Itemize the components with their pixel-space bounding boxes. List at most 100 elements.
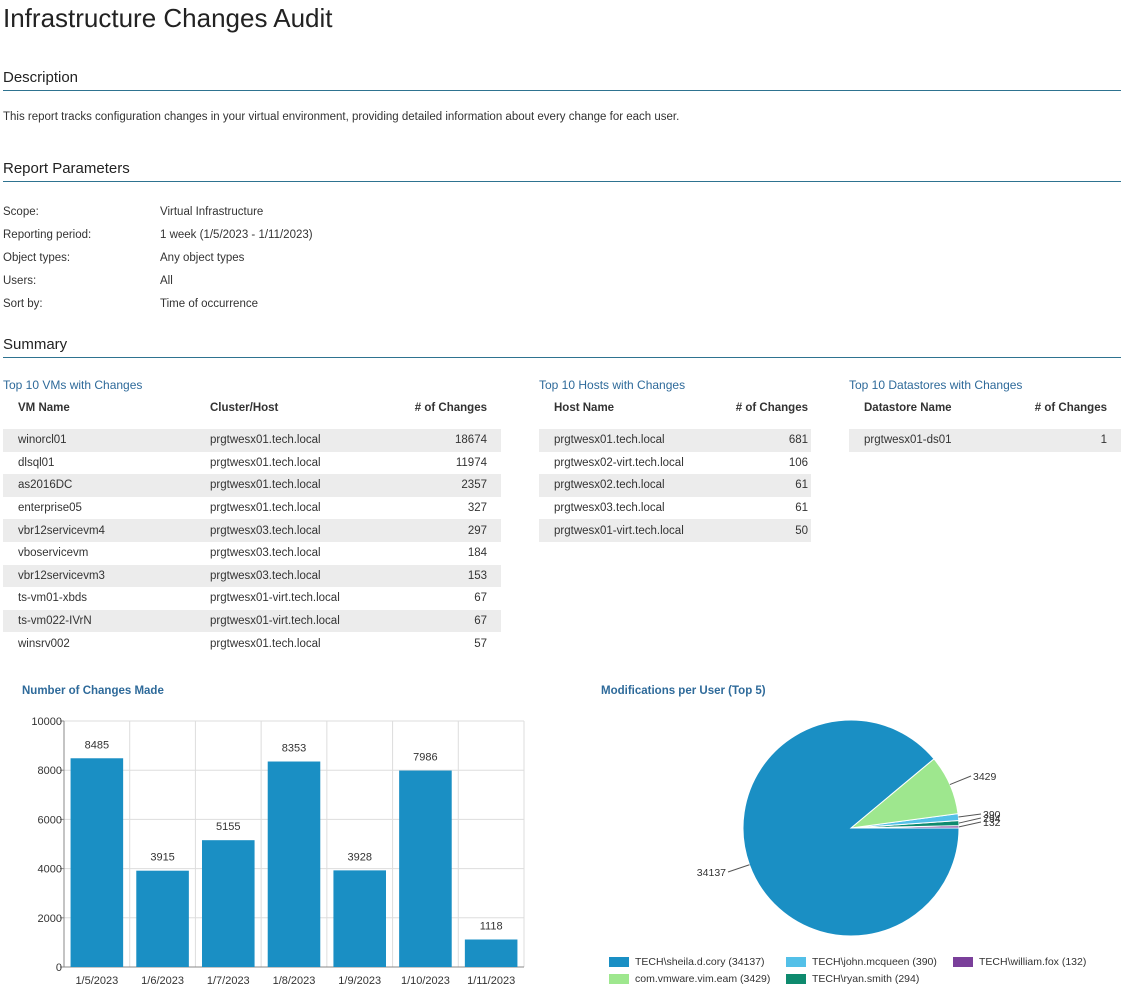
table-cell: vboservicevm (18, 547, 89, 560)
pie-leader-line (958, 817, 982, 824)
table-row: dlsql01 prgtwesx01.tech.local 11974 (3, 452, 501, 475)
param-sort: Sort by: Time of occurrence (3, 292, 313, 315)
table-cell: winsrv002 (18, 637, 70, 650)
legend-swatch (953, 957, 973, 967)
table-cell: 18674 (410, 429, 501, 452)
y-tick-label: 0 (56, 962, 62, 974)
table-cell: 61 (795, 502, 808, 515)
param-value: Any object types (160, 251, 245, 264)
table-cell: 61 (719, 474, 811, 497)
legend-item: TECH\sheila.d.cory (34137) (609, 956, 765, 968)
pie-value-label: 390 (983, 809, 1001, 821)
table-cell: 681 (719, 429, 811, 452)
table-cell: ts-vm01-xbds (18, 592, 88, 605)
legend-label: TECH\ryan.smith (294) (812, 973, 920, 985)
col-cluster-host: Cluster/Host (210, 402, 279, 414)
bar-value-label: 8353 (282, 743, 306, 755)
param-value: Time of occurrence (160, 297, 258, 310)
hosts-table-title: Top 10 Hosts with Changes (539, 378, 686, 392)
table-cell: as2016DC (3, 474, 210, 497)
legend-item: TECH\william.fox (132) (953, 956, 1086, 968)
table-cell: 184 (467, 547, 487, 560)
table-row: prgtwesx02.tech.local 61 (539, 474, 811, 497)
vms-table-title: Top 10 VMs with Changes (3, 378, 143, 392)
x-tick-label: 1/5/2023 (75, 975, 118, 987)
col-changes: # of Changes (414, 402, 487, 414)
bar (333, 870, 386, 967)
table-row: vbr12servicevm4 prgtwesx03.tech.local 297 (3, 519, 501, 542)
table-cell: prgtwesx03.tech.local (210, 519, 410, 542)
table-cell: prgtwesx01-virt.tech.local (210, 609, 410, 633)
x-tick-label: 1/10/2023 (401, 975, 450, 987)
y-tick-label: 6000 (38, 814, 62, 826)
pie-leader-line (958, 813, 982, 818)
param-object-types: Object types: Any object types (3, 247, 313, 270)
x-tick-label: 1/6/2023 (141, 975, 184, 987)
x-tick-label: 1/11/2023 (467, 975, 515, 987)
table-cell: 67 (410, 609, 501, 633)
param-scope: Scope: Virtual Infrastructure (3, 201, 313, 224)
table-cell: prgtwesx01.tech.local (210, 637, 321, 650)
table-cell: 106 (788, 456, 808, 469)
table-cell: prgtwesx01-virt.tech.local (539, 519, 719, 542)
table-cell: prgtwesx01-ds01 (849, 429, 1029, 452)
parameters-list: Scope: Virtual Infrastructure Reporting p… (3, 201, 313, 315)
bar (202, 840, 255, 967)
x-tick-label: 1/7/2023 (207, 975, 250, 987)
legend-swatch (609, 957, 629, 967)
table-row: ts-vm01-xbds prgtwesx01-virt.tech.local 67 (3, 587, 501, 610)
param-period: Reporting period: 1 week (1/5/2023 - 1/11… (3, 224, 313, 247)
bar-chart-title: Number of Changes Made (22, 685, 164, 697)
table-cell: enterprise05 (18, 502, 82, 515)
vms-table: VM Name Cluster/Host # of Changes winorc… (3, 399, 501, 655)
bar (70, 758, 124, 967)
table-cell: prgtwesx01-virt.tech.local (210, 592, 340, 605)
datastores-table-title: Top 10 Datastores with Changes (849, 378, 1023, 392)
legend-label: TECH\john.mcqueen (390) (812, 956, 937, 968)
bar-value-label: 8485 (85, 739, 109, 751)
table-cell: 11974 (455, 456, 487, 469)
param-users: Users: All (3, 269, 313, 292)
col-changes: # of Changes (735, 402, 808, 414)
param-value: 1 week (1/5/2023 - 1/11/2023) (160, 229, 313, 242)
bar-value-label: 3915 (150, 852, 174, 864)
table-row: prgtwesx01.tech.local 681 (539, 429, 811, 452)
table-cell: prgtwesx01.tech.local (210, 474, 410, 497)
y-tick-label: 4000 (38, 864, 62, 876)
legend-swatch (786, 974, 806, 984)
table-row: vbr12servicevm3 prgtwesx03.tech.local 153 (3, 564, 501, 588)
table-cell: 57 (474, 637, 487, 650)
param-key: Users: (3, 274, 37, 287)
y-tick-label: 10000 (31, 716, 62, 728)
table-cell: vbr12servicevm4 (3, 519, 210, 542)
description-heading: Description (3, 69, 79, 86)
bar (464, 939, 518, 967)
table-cell: winorcl01 (3, 429, 210, 452)
datastores-table: Datastore Name # of Changes prgtwesx01-d… (849, 399, 1121, 452)
report-title: Infrastructure Changes Audit (3, 3, 333, 33)
table-cell: 297 (410, 519, 501, 542)
hosts-table: Host Name # of Changes prgtwesx01.tech.l… (539, 399, 811, 542)
table-row: enterprise05 prgtwesx01.tech.local 327 (3, 497, 501, 520)
pie-value-label: 34137 (697, 867, 726, 879)
col-vm-name: VM Name (18, 402, 70, 414)
table-cell: dlsql01 (18, 456, 55, 469)
col-changes: # of Changes (1034, 402, 1107, 414)
table-cell: ts-vm022-IVrN (3, 609, 210, 633)
parameters-divider (3, 181, 1121, 182)
legend-item: TECH\john.mcqueen (390) (786, 956, 937, 968)
table-cell: prgtwesx02.tech.local (539, 474, 719, 497)
col-host-name: Host Name (554, 402, 615, 414)
table-cell: prgtwesx01.tech.local (210, 429, 410, 452)
table-row: prgtwesx02-virt.tech.local 106 (539, 452, 811, 475)
bar-value-label: 7986 (413, 752, 437, 764)
table-cell: 1 (1029, 429, 1121, 452)
changes-bar-chart: 0 2000 4000 6000 8000 10000 8485 1/5/2023 3915 1/… (31, 716, 525, 987)
legend-swatch (786, 957, 806, 967)
legend-item: com.vmware.vim.eam (3429) (609, 973, 770, 985)
pie-value-label: 294 (983, 813, 1001, 825)
table-cell: prgtwesx01.tech.local (210, 456, 321, 469)
pie-value-label: 3429 (973, 771, 997, 783)
table-cell: prgtwesx03.tech.local (554, 502, 665, 515)
bar-value-label: 3928 (347, 851, 371, 863)
